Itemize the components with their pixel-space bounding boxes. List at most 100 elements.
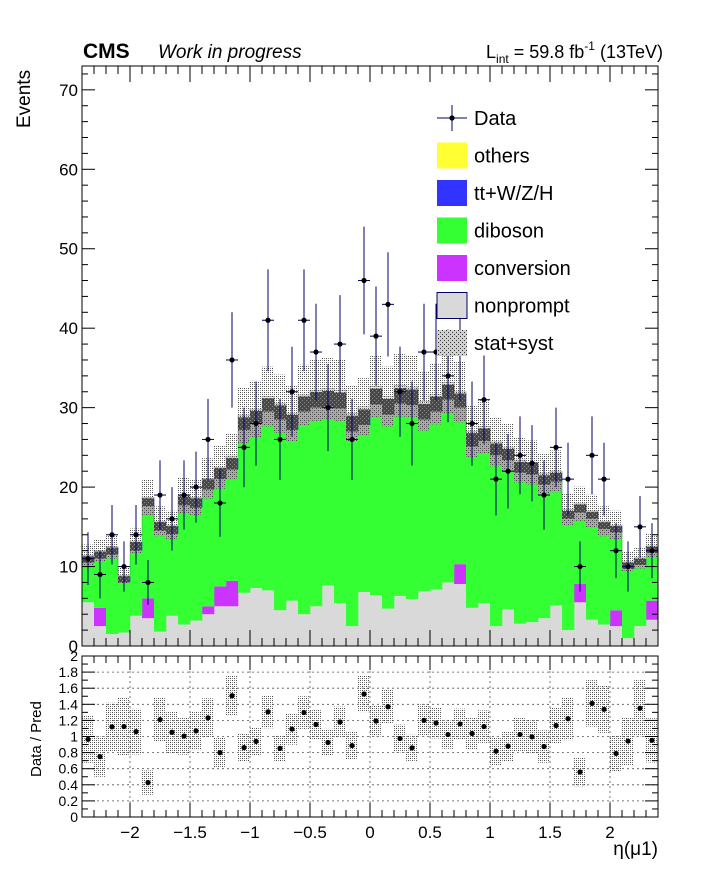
bar <box>610 626 623 646</box>
y-tick-label: 30 <box>59 399 78 418</box>
band-box <box>298 364 310 426</box>
data-point <box>526 425 538 502</box>
bar <box>106 634 119 646</box>
ratio-point <box>517 731 523 738</box>
bar <box>226 580 239 607</box>
data-point <box>94 550 106 599</box>
bar <box>550 481 563 606</box>
data-point <box>394 346 406 437</box>
data-point <box>178 460 190 530</box>
x-tick-label: 1 <box>485 823 494 842</box>
band-box <box>382 366 394 427</box>
bar <box>322 406 335 586</box>
bar <box>406 405 419 600</box>
data-point <box>538 460 550 530</box>
bar <box>214 606 227 646</box>
ratio-point <box>457 721 463 727</box>
data-point <box>214 469 226 537</box>
ratio-axes: 00.20.40.60.811.21.41.61.82−2 −1.5 −1 −0.5 0… <box>59 648 659 842</box>
bar <box>538 618 551 646</box>
data-point <box>466 381 478 466</box>
bar <box>178 505 191 625</box>
x-tick-label: 2 <box>605 823 614 842</box>
legend-label: Data <box>474 108 517 130</box>
ratio-y-tick-label: 2 <box>70 648 78 664</box>
data-point <box>502 433 514 509</box>
legend: Data others tt+W/Z/H diboson conversion nonpr… <box>436 105 571 356</box>
bar <box>370 404 383 596</box>
bar <box>106 554 119 635</box>
ratio-point <box>481 723 487 730</box>
data-point <box>490 442 502 516</box>
ratio-point <box>433 720 439 726</box>
data-point <box>322 364 334 452</box>
ratio-y-tick-label: 0.2 <box>59 793 79 809</box>
bar <box>130 550 143 616</box>
ratio-point <box>637 705 643 711</box>
y-tick-label: 20 <box>59 478 78 497</box>
ratio-point <box>289 726 295 732</box>
band-box <box>370 355 382 418</box>
data-points <box>82 226 658 605</box>
ratio-point <box>97 754 103 760</box>
ratio-point <box>229 693 235 699</box>
band-box <box>214 445 226 489</box>
bar <box>382 414 395 609</box>
bar <box>274 610 287 646</box>
data-point <box>406 381 418 466</box>
bar <box>526 622 539 646</box>
ratio-y-axis-title: Data / Pred <box>28 701 45 777</box>
bar <box>346 626 359 646</box>
bar <box>586 619 599 646</box>
bar <box>430 411 443 590</box>
ratio-point <box>337 719 343 725</box>
bar <box>238 592 251 646</box>
ratio-point <box>553 722 559 729</box>
data-point <box>550 407 562 488</box>
bar <box>274 419 287 611</box>
y-tick-label: 0 <box>69 637 78 656</box>
ratio-point <box>625 738 631 744</box>
ratio-point <box>577 769 583 775</box>
ratio-point <box>397 735 403 742</box>
data-point <box>238 407 250 488</box>
ratio-y-tick-label: 1.8 <box>59 664 79 680</box>
bar <box>166 533 179 616</box>
ratio-band <box>82 675 658 795</box>
bar <box>418 591 431 646</box>
x-tick-label: −1.5 <box>173 823 207 842</box>
band-box <box>262 366 274 427</box>
ratio-panel: 00.20.40.60.811.21.41.61.82−2 −1.5 −1 −0.5 0… <box>28 648 659 860</box>
x-tick-label: −1 <box>240 823 259 842</box>
data-point <box>82 532 94 585</box>
ratio-y-tick-label: 0.4 <box>59 777 79 793</box>
ratio-point <box>373 718 379 724</box>
bar <box>394 403 407 596</box>
data-point <box>166 487 178 551</box>
bar <box>262 590 275 646</box>
bar <box>202 489 215 607</box>
legend-entry-diboson: diboson <box>437 217 544 244</box>
ratio-point <box>313 721 319 728</box>
x-tick-label: 0 <box>365 823 374 842</box>
data-point <box>334 295 346 394</box>
ratio-point <box>157 716 163 723</box>
ratio-point <box>421 717 427 723</box>
bar <box>238 429 251 593</box>
legend-label: nonprompt <box>474 296 570 318</box>
data-point <box>202 398 214 480</box>
series-diboson <box>82 399 659 639</box>
bar <box>178 624 191 646</box>
ratio-point <box>649 737 655 743</box>
bar <box>538 484 551 619</box>
band-box <box>490 417 502 467</box>
bar <box>454 584 467 646</box>
bar <box>454 564 467 585</box>
data-point <box>610 523 622 579</box>
data-point <box>286 346 298 437</box>
bar <box>94 607 107 627</box>
ratio-point <box>217 750 223 756</box>
bar <box>142 506 155 599</box>
band-box <box>358 378 370 436</box>
band-box <box>598 506 610 537</box>
